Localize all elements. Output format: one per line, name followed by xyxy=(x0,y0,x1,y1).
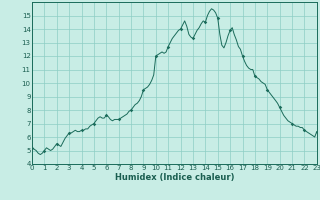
X-axis label: Humidex (Indice chaleur): Humidex (Indice chaleur) xyxy=(115,173,234,182)
